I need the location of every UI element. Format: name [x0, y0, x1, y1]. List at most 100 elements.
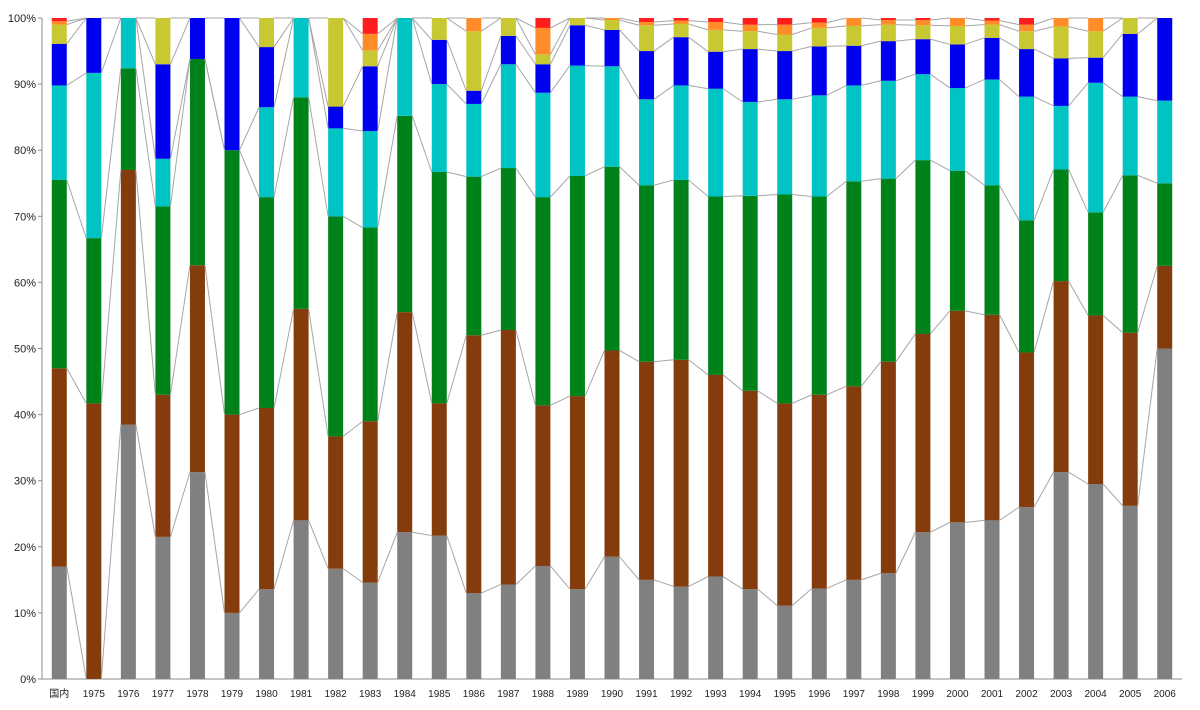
bar-segment — [777, 34, 793, 52]
bar-segment — [811, 18, 827, 23]
series-connector-line — [861, 80, 881, 86]
series-connector-line — [273, 17, 295, 108]
bar-segment — [639, 25, 655, 52]
bar-segment — [1019, 18, 1035, 25]
series-connector-line — [550, 175, 571, 198]
bar-segment — [949, 44, 965, 89]
series-connector-line — [550, 65, 571, 93]
series-connector-line — [515, 167, 536, 198]
series-connector-line — [584, 24, 605, 31]
bar-segment — [569, 396, 585, 590]
series-connector-line — [1102, 175, 1124, 213]
bar-segment — [777, 51, 793, 100]
series-connector-line — [792, 22, 812, 26]
bar-segment — [189, 265, 205, 473]
bar-segment — [224, 18, 240, 151]
series-connector-line — [377, 532, 398, 583]
bar-segment — [639, 18, 655, 22]
series-connector-line — [1102, 17, 1123, 32]
series-connector-line — [653, 579, 674, 587]
bar-segment — [362, 50, 378, 67]
bar-segment — [1157, 265, 1173, 349]
bar-segment — [1088, 212, 1104, 316]
label-layer: 0% 10% 20% 30% 40% 50% 60% 70% 80% 90% 100% 国内 1975 1… — [8, 13, 1176, 700]
series-connector-line — [584, 350, 605, 397]
series-connector-line — [411, 17, 433, 41]
bar-segment — [189, 472, 205, 679]
y-tick-label: 70% — [14, 211, 36, 223]
series-connector-line — [1033, 280, 1055, 353]
series-connector-line — [964, 37, 985, 45]
series-connector-line — [135, 424, 156, 537]
bar-segment — [1019, 96, 1035, 221]
series-connector-line — [861, 24, 881, 27]
bar-segment — [742, 18, 758, 25]
y-tick-label: 80% — [14, 145, 36, 157]
series-connector-line — [964, 24, 985, 27]
bar-segment — [1157, 18, 1173, 101]
bar-segment — [1157, 348, 1173, 679]
series-connector-line — [1033, 48, 1054, 59]
series-connector-line — [1137, 17, 1158, 35]
series-line-layer — [66, 17, 1158, 680]
bar-segment — [673, 37, 689, 86]
bar-segment — [880, 361, 896, 574]
bar-segment — [984, 37, 1000, 80]
bar-segment — [846, 181, 862, 387]
series-connector-line — [446, 83, 467, 105]
bar-segment — [811, 588, 827, 679]
series-connector-line — [930, 17, 951, 21]
series-connector-line — [66, 179, 87, 239]
series-connector-line — [619, 65, 640, 100]
series-connector-line — [688, 576, 709, 587]
bar-segment — [604, 29, 620, 67]
y-tick-label: 0% — [20, 674, 36, 686]
bar-segment — [880, 41, 896, 81]
series-connector-line — [204, 58, 225, 151]
bar-segment — [397, 532, 413, 679]
series-connector-line — [169, 471, 191, 538]
series-connector-line — [66, 17, 87, 26]
bar-segment — [604, 18, 620, 20]
series-connector-line — [377, 17, 398, 51]
bar-segment — [742, 49, 758, 102]
bar-segment — [155, 64, 171, 159]
bar-segment — [984, 20, 1000, 25]
series-connector-line — [584, 65, 605, 67]
series-connector-line — [861, 572, 882, 581]
bar-segment — [984, 185, 1000, 315]
series-connector-line — [619, 166, 640, 186]
bar-segment — [984, 24, 1000, 38]
series-connector-line — [273, 97, 295, 198]
x-tick-label: 1993 — [705, 689, 728, 700]
bar-segment — [673, 179, 689, 360]
series-connector-line — [135, 68, 156, 207]
bar-segment — [915, 19, 931, 26]
bar-segment — [949, 522, 965, 679]
series-connector-line — [100, 17, 122, 74]
series-connector-line — [446, 535, 467, 594]
x-tick-label: 1986 — [463, 689, 486, 700]
bar-segment — [742, 31, 758, 50]
series-connector-line — [308, 97, 329, 217]
bar-segment — [984, 520, 1000, 679]
series-connector-line — [481, 329, 501, 336]
bar-segment — [1019, 49, 1035, 97]
series-connector-line — [1068, 169, 1089, 213]
bar-segment — [86, 403, 102, 679]
bar-segment — [466, 90, 482, 104]
bar-segment — [51, 21, 67, 25]
x-tick-label: 1994 — [739, 689, 762, 700]
bar-segment — [328, 128, 344, 217]
series-connector-line — [826, 579, 847, 589]
series-connector-line — [792, 45, 812, 52]
series-connector-line — [826, 180, 847, 197]
bar-segment — [949, 310, 965, 523]
bar-segment — [1088, 484, 1104, 679]
bar-segment — [915, 160, 931, 334]
bar-segment — [259, 589, 275, 679]
x-tick-label: 1975 — [83, 689, 106, 700]
bar-segment — [604, 66, 620, 167]
bar-segment — [51, 368, 67, 567]
